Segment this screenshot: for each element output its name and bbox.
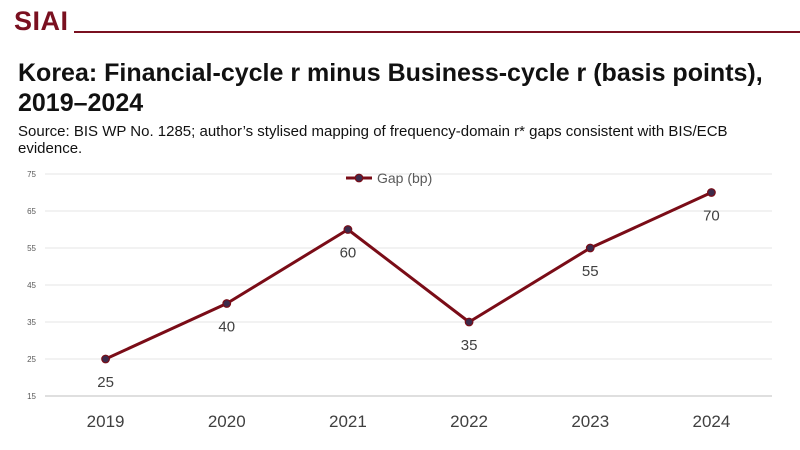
data-point <box>343 225 353 234</box>
y-tick-label: 35 <box>27 318 36 327</box>
legend-marker <box>354 173 364 183</box>
y-tick-label: 15 <box>27 392 36 401</box>
brand-logo: SIAI <box>14 6 69 36</box>
data-point <box>464 317 474 327</box>
data-point <box>222 299 232 308</box>
y-tick-label: 55 <box>27 244 36 253</box>
y-tick-label: 75 <box>27 170 36 179</box>
legend-label: Gap (bp) <box>377 170 432 186</box>
data-label: 25 <box>97 374 114 391</box>
y-axis-ticks: 15 25 35 45 55 65 75 <box>27 170 36 401</box>
x-axis-ticks: 2019 2020 2021 2022 2023 2024 <box>87 412 731 431</box>
data-label: 70 <box>703 208 720 225</box>
data-labels: 25 40 60 35 55 70 <box>97 208 720 392</box>
data-point <box>585 243 595 253</box>
data-point <box>707 188 716 197</box>
x-tick-label: 2022 <box>450 412 488 431</box>
data-label: 40 <box>218 319 235 336</box>
x-tick-label: 2021 <box>329 412 367 431</box>
series-layer <box>101 188 716 364</box>
data-point <box>101 354 110 364</box>
x-tick-label: 2020 <box>208 412 246 431</box>
chart-title: Korea: Financial-cycle r minus Business-… <box>18 59 763 117</box>
data-label: 60 <box>340 245 357 262</box>
x-tick-label: 2019 <box>87 412 125 431</box>
data-label: 55 <box>582 263 599 280</box>
y-tick-label: 65 <box>27 207 36 216</box>
y-tick-label: 45 <box>27 281 36 290</box>
header-rule <box>74 31 800 33</box>
legend: Gap (bp) <box>346 170 432 186</box>
x-tick-label: 2023 <box>571 412 609 431</box>
chart-subtitle: Source: BIS WP No. 1285; author’s stylis… <box>18 123 728 157</box>
data-label: 35 <box>461 337 478 354</box>
x-tick-label: 2024 <box>693 412 731 431</box>
series-line <box>104 191 713 361</box>
gridlines <box>45 173 772 397</box>
y-tick-label: 25 <box>27 355 36 364</box>
